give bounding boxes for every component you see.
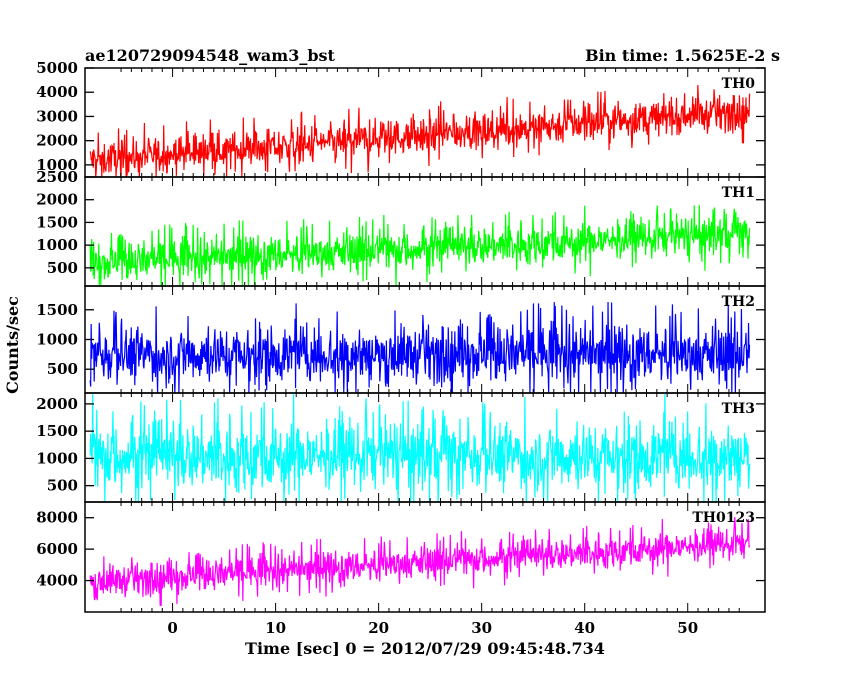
panel-label: TH0: [722, 76, 756, 92]
series-line-th0: [89, 84, 751, 177]
y-tick-label: 1500: [36, 301, 78, 319]
x-tick-label: 50: [677, 619, 698, 637]
series-line-th2: [89, 301, 751, 393]
x-tick-label: 20: [368, 619, 389, 637]
y-axis-label: Counts/sec: [3, 296, 22, 394]
x-tick-label: 30: [471, 619, 492, 637]
chart-title-left: ae120729094548_wam3_bst: [85, 46, 336, 65]
y-tick-label: 1000: [36, 236, 78, 254]
panel-frame: [84, 285, 766, 394]
y-tick-label: 1500: [36, 422, 78, 440]
panel-frame: [84, 501, 766, 613]
x-axis: 0 10 20 30 40 50: [167, 619, 698, 637]
x-tick-label: 10: [265, 619, 286, 637]
panel-th2: 500 1000 1500 TH2: [36, 285, 766, 394]
y-tick-label: 5000: [36, 59, 78, 77]
y-tick-label: 2000: [36, 132, 78, 150]
series-line-th3: [89, 393, 751, 502]
panel-label: TH3: [722, 401, 755, 417]
x-tick-label: 0: [167, 619, 177, 637]
y-tick-label: 500: [47, 477, 78, 495]
series-line-th1: [89, 204, 751, 286]
panel-label: TH2: [722, 294, 755, 310]
panel-label: TH0123: [692, 510, 755, 526]
panel-th1: 500 1000 1500 2000 2500 TH1: [36, 168, 766, 287]
panel-th3: 500 1000 1500 2000 TH3: [36, 392, 766, 503]
panel-th0123: 4000 6000 8000 TH0123: [36, 501, 766, 613]
y-tick-label: 4000: [36, 572, 78, 590]
y-tick-label: 2000: [36, 395, 78, 413]
x-tick-label: 40: [574, 619, 595, 637]
y-tick-label: 1000: [36, 156, 78, 174]
panel-label: TH1: [722, 185, 755, 201]
y-tick-label: 500: [47, 259, 78, 277]
panels-group: 1000 2000 3000 4000 5000 TH0 500 1000 1500 2000 25…: [36, 59, 766, 613]
y-tick-label: 1500: [36, 213, 78, 231]
y-tick-label: 1000: [36, 331, 78, 349]
series-line-th0123: [89, 517, 751, 607]
y-tick-label: 6000: [36, 540, 78, 558]
y-tick-label: 2000: [36, 191, 78, 209]
y-tick-label: 8000: [36, 509, 78, 527]
y-tick-label: 500: [47, 360, 78, 378]
x-axis-label: Time [sec] 0 = 2012/07/29 09:45:48.734: [245, 639, 605, 658]
y-tick-label: 3000: [36, 107, 78, 125]
y-tick-label: 1000: [36, 449, 78, 467]
panel-th0: 1000 2000 3000 4000 5000 TH0: [36, 59, 766, 178]
y-tick-label: 4000: [36, 83, 78, 101]
chart-title-right: Bin time: 1.5625E-2 s: [585, 46, 780, 65]
y-tick-label: 2500: [36, 168, 78, 186]
